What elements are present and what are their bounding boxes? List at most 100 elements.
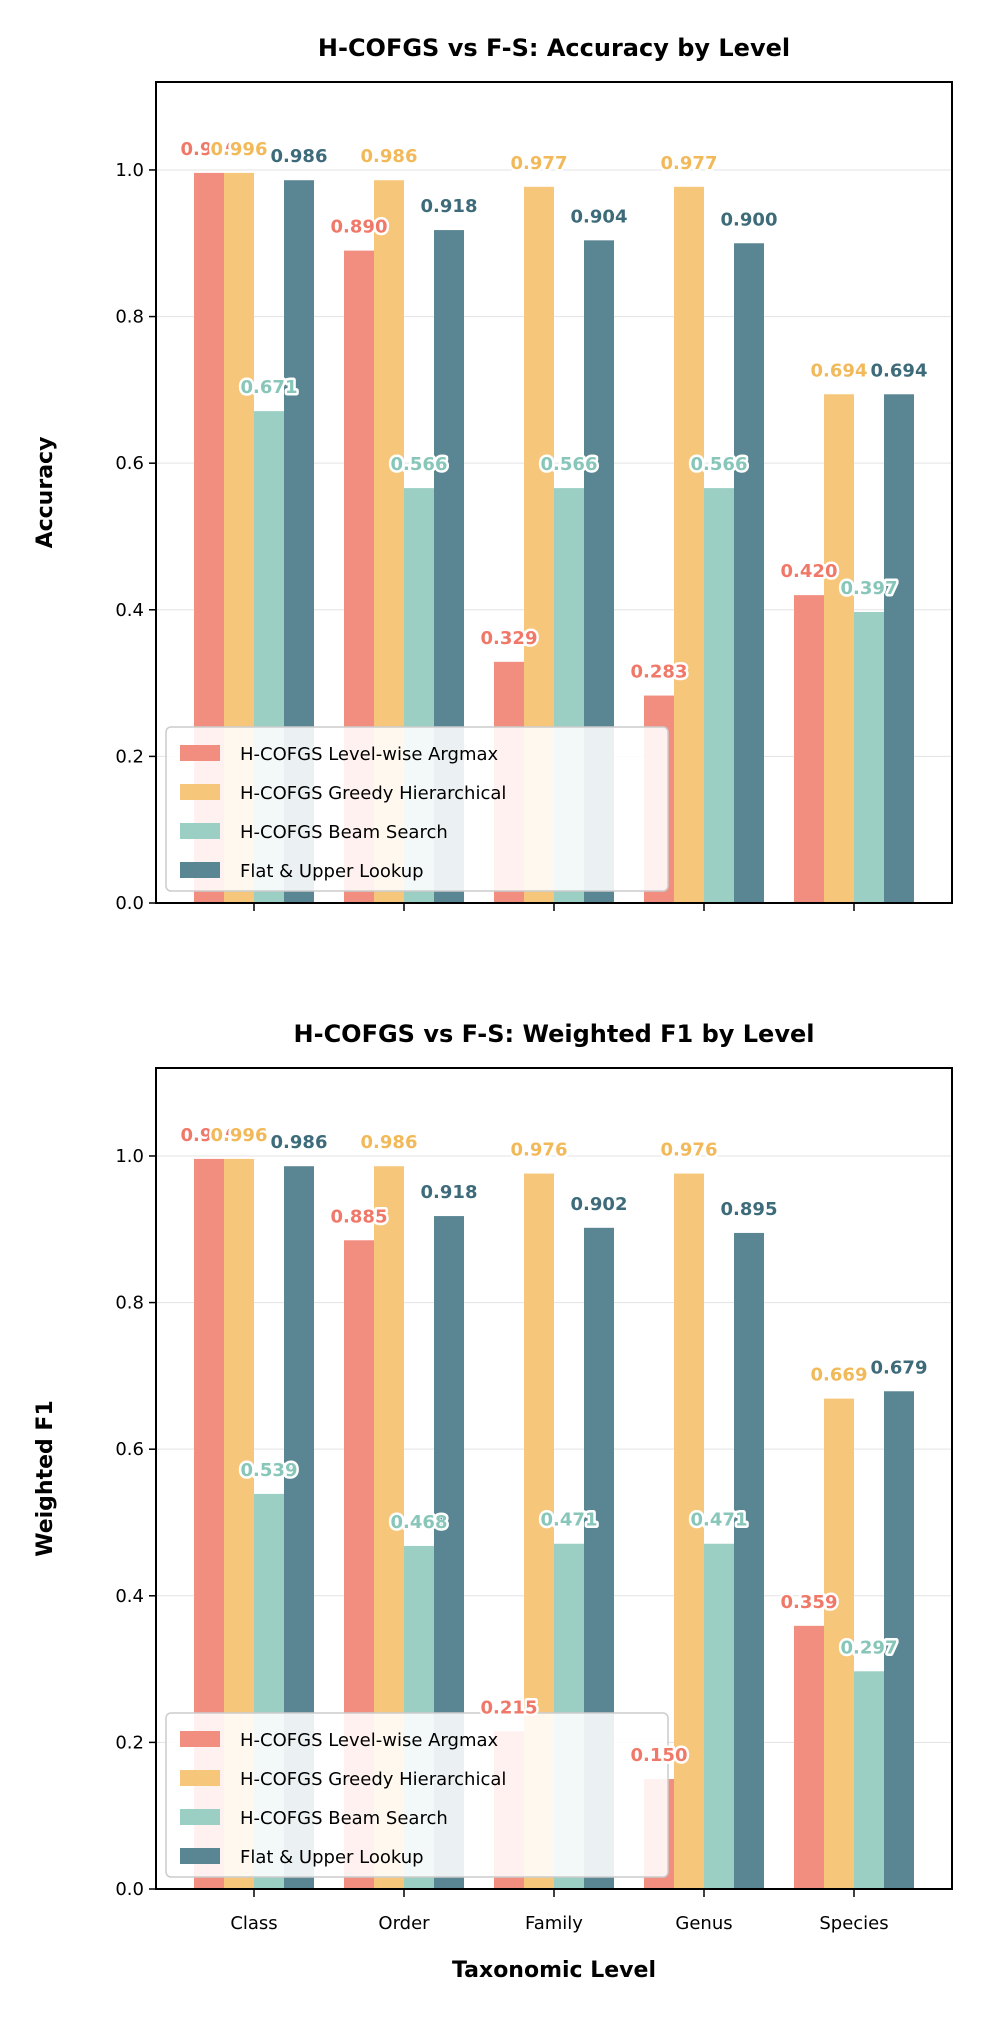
data-label: 0.996	[181, 1125, 238, 1146]
data-label: 0.297	[841, 1637, 898, 1658]
data-label: 0.329	[481, 628, 538, 649]
legend: H-COFGS Level-wise Argmax H-COFGS Greedy …	[165, 1712, 669, 1878]
data-label: 0.996	[211, 1125, 268, 1146]
x-axis-label: Taxonomic Level	[452, 1958, 656, 1983]
data-label: 0.150	[631, 1745, 688, 1766]
legend-swatch	[180, 784, 220, 800]
data-label: 0.471	[691, 1510, 748, 1531]
data-label: 0.900	[721, 209, 778, 230]
labels-flat-upper-lookup: 0.986 0.918 0.902 0.895 0.679	[268, 1130, 930, 1381]
data-label: 0.986	[271, 146, 328, 167]
data-label: 0.885	[331, 1206, 388, 1227]
data-label: 0.669	[811, 1365, 868, 1386]
labels-h-cofgs-beam-search: 0.671 0.566 0.566 0.566 0.397	[238, 375, 900, 602]
y-tick-label: 0.2	[115, 1732, 144, 1753]
bar	[824, 1398, 854, 1889]
plot-frame	[155, 81, 953, 904]
bar	[734, 243, 764, 904]
data-label: 0.397	[841, 578, 898, 599]
data-label: 0.471	[541, 1510, 598, 1531]
data-label: 0.420	[781, 561, 838, 582]
bar	[884, 1391, 914, 1889]
chart-title: H-COFGS vs F-S: Accuracy by Level	[318, 34, 790, 62]
y-tick-label: 0.6	[115, 453, 144, 474]
data-label: 0.986	[271, 1132, 328, 1153]
plot-frame	[155, 1067, 953, 1890]
bar	[794, 1625, 824, 1889]
y-tick-label: 0.4	[115, 600, 144, 621]
data-label: 0.986	[361, 146, 418, 167]
y-tick-label: 0.8	[115, 307, 144, 328]
data-label: 0.679	[871, 1357, 928, 1378]
legend-swatch	[180, 862, 220, 878]
bar	[674, 186, 704, 904]
legend-swatch	[180, 745, 220, 761]
data-label: 0.976	[661, 1140, 718, 1161]
data-label: 0.890	[331, 217, 388, 238]
data-label: 0.977	[661, 153, 718, 174]
x-tick-label: Species	[819, 1913, 888, 1934]
data-label: 0.359	[781, 1592, 838, 1613]
data-label: 0.215	[481, 1697, 538, 1718]
data-label: 0.566	[541, 454, 598, 475]
legend-entry: H-COFGS Greedy Hierarchical	[240, 1769, 506, 1790]
legend-entry: Flat & Upper Lookup	[240, 1847, 424, 1868]
legend-entry: Flat & Upper Lookup	[240, 861, 424, 882]
data-label: 0.918	[421, 1182, 478, 1203]
chart-2: H-COFGS vs F-S: Weighted F1 by Level 0.0 0…	[33, 1020, 953, 1983]
data-label: 0.986	[361, 1132, 418, 1153]
y-tick-label: 0.2	[115, 746, 144, 767]
bar	[854, 611, 884, 903]
data-label: 0.996	[181, 139, 238, 160]
legend: H-COFGS Level-wise Argmax H-COFGS Greedy …	[165, 726, 669, 892]
y-tick-label: 0.6	[115, 1439, 144, 1460]
data-label: 0.694	[871, 360, 928, 381]
bar	[704, 1543, 734, 1889]
y-tick-label: 0.0	[115, 1879, 144, 1900]
legend-swatch	[180, 1809, 220, 1825]
x-tick-label: Genus	[675, 1913, 732, 1934]
legend-frame	[165, 726, 669, 892]
y-tick-label: 0.8	[115, 1293, 144, 1314]
legend-entry: H-COFGS Greedy Hierarchical	[240, 783, 506, 804]
data-label: 0.468	[391, 1512, 448, 1533]
labels-h-cofgs-beam-search: 0.539 0.468 0.471 0.471 0.297	[238, 1457, 900, 1660]
data-label: 0.566	[391, 454, 448, 475]
bar	[794, 595, 824, 903]
y-tick-label: 1.0	[115, 1146, 144, 1167]
x-tick-label: Class	[230, 1913, 277, 1934]
legend-entry: H-COFGS Level-wise Argmax	[240, 744, 499, 765]
data-label: 0.694	[811, 360, 868, 381]
legend-swatch	[180, 823, 220, 839]
data-label: 0.283	[631, 662, 688, 683]
y-axis-label: Weighted F1	[33, 1400, 58, 1557]
legend-frame	[165, 1712, 669, 1878]
bar	[884, 394, 914, 903]
bar	[854, 1671, 884, 1889]
legend-entry: H-COFGS Beam Search	[240, 1808, 448, 1829]
data-label: 0.566	[691, 454, 748, 475]
bar	[734, 1232, 764, 1889]
data-label: 0.902	[571, 1194, 628, 1215]
labels-h-cofgs-level-wise-argmax: 0.996 0.885 0.215 0.150 0.359	[178, 1122, 840, 1768]
data-label: 0.904	[571, 206, 628, 227]
data-label: 0.895	[721, 1199, 778, 1220]
data-label: 0.539	[241, 1460, 298, 1481]
bar	[824, 394, 854, 903]
data-label: 0.977	[511, 153, 568, 174]
legend-entry: H-COFGS Beam Search	[240, 822, 448, 843]
legend-swatch	[180, 1731, 220, 1747]
data-label: 0.671	[241, 377, 298, 398]
chart-title: H-COFGS vs F-S: Weighted F1 by Level	[294, 1020, 815, 1048]
data-label: 0.976	[511, 1140, 568, 1161]
legend-entry: H-COFGS Level-wise Argmax	[240, 1730, 499, 1751]
y-tick-label: 1.0	[115, 160, 144, 181]
labels-h-cofgs-level-wise-argmax: 0.996 0.890 0.329 0.283 0.420	[178, 136, 840, 685]
legend-swatch	[180, 1770, 220, 1786]
data-label: 0.996	[211, 139, 268, 160]
legend-swatch	[180, 1848, 220, 1864]
chart-1: H-COFGS vs F-S: Accuracy by Level 0.0 0.2 0…	[33, 34, 953, 914]
x-tick-label: Family	[525, 1913, 583, 1934]
